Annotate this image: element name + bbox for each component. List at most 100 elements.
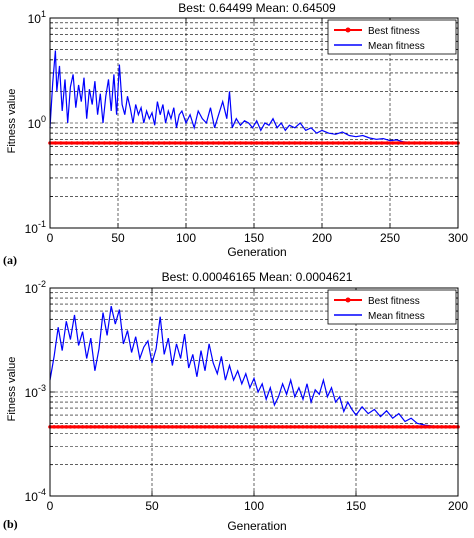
best-fitness-marker — [133, 425, 138, 429]
best-fitness-marker — [276, 141, 281, 145]
best-fitness-marker — [113, 141, 118, 145]
y-tick-label: 100 — [28, 114, 46, 131]
best-fitness-marker — [108, 141, 112, 145]
best-fitness-marker — [248, 425, 252, 429]
best-fitness-marker — [182, 425, 187, 429]
best-fitness-marker — [239, 425, 244, 429]
panel-label: (b) — [3, 517, 18, 531]
panel-label: (a) — [3, 253, 17, 267]
x-tick-label: 150 — [244, 231, 264, 245]
chart-title: Best: 0.64499 Mean: 0.64509 — [178, 1, 336, 15]
x-tick-label: 100 — [244, 499, 264, 513]
legend-label-mean-fitness: Mean fitness — [368, 311, 425, 322]
best-fitness-marker — [264, 425, 269, 429]
x-axis-label: Generation — [227, 245, 286, 259]
best-fitness-marker — [347, 141, 352, 145]
x-tick-label: 100 — [176, 231, 196, 245]
best-fitness-marker — [140, 141, 145, 145]
best-fitness-marker — [303, 141, 308, 145]
best-fitness-marker — [395, 425, 399, 429]
best-fitness-marker — [386, 425, 391, 429]
best-fitness-marker — [445, 141, 449, 145]
best-fitness-marker — [158, 425, 162, 429]
best-fitness-marker — [205, 141, 210, 145]
best-fitness-marker — [411, 425, 415, 429]
best-fitness-marker — [450, 141, 455, 145]
best-fitness-marker — [448, 425, 452, 429]
best-fitness-marker — [178, 425, 183, 429]
best-fitness-marker — [80, 141, 85, 145]
plot-area: 0 50 100 150 200 10-4 10-3 10-2 Best fitness Mean… — [25, 279, 469, 513]
best-fitness-marker — [238, 141, 243, 145]
best-fitness-marker — [336, 141, 341, 145]
best-fitness-marker — [298, 141, 303, 145]
best-fitness-marker — [252, 425, 256, 429]
best-fitness-marker — [117, 425, 122, 429]
best-fitness-marker — [358, 425, 362, 429]
legend-marker-best-fitness — [345, 27, 351, 33]
best-fitness-marker — [59, 141, 63, 145]
best-fitness-marker — [174, 425, 179, 429]
best-fitness-marker — [305, 425, 309, 429]
best-fitness-marker — [370, 425, 375, 429]
y-axis-label: Fitness value — [6, 357, 18, 422]
best-fitness-marker — [186, 425, 191, 429]
y-tick-label: 10-4 — [25, 487, 46, 504]
chart-panel-b: Best: 0.00046165 Mean: 0.0004621 Fitness… — [3, 270, 468, 533]
best-fitness-marker — [382, 425, 387, 429]
x-tick-label: 300 — [448, 231, 468, 245]
best-fitness-marker — [121, 425, 126, 429]
best-fitness-marker — [199, 425, 203, 429]
best-fitness-marker — [137, 425, 142, 429]
best-fitness-marker — [401, 141, 406, 145]
best-fitness-marker — [313, 425, 318, 429]
best-fitness-marker — [435, 425, 440, 429]
best-fitness-marker — [297, 425, 301, 429]
best-fitness-marker — [216, 141, 221, 145]
best-fitness-marker — [366, 425, 371, 429]
axes-frame — [49, 287, 459, 497]
best-fitness-marker — [301, 425, 305, 429]
best-fitness-marker — [118, 141, 123, 145]
best-fitness-marker — [72, 425, 77, 429]
best-fitness-marker — [231, 425, 236, 429]
best-fitness-marker — [314, 141, 319, 145]
series-line-mean-fitness — [49, 50, 459, 144]
best-fitness-marker — [309, 141, 313, 145]
best-fitness-marker — [173, 141, 177, 145]
chart-title: Best: 0.00046165 Mean: 0.0004621 — [162, 270, 353, 284]
legend-label-mean-fitness: Mean fitness — [368, 41, 425, 52]
best-fitness-marker — [124, 141, 128, 145]
best-fitness-marker — [191, 425, 195, 429]
best-fitness-marker — [374, 141, 379, 145]
best-fitness-marker — [203, 425, 207, 429]
best-fitness-marker — [385, 141, 390, 145]
best-fitness-marker — [154, 425, 158, 429]
best-fitness-marker — [271, 141, 275, 145]
best-fitness-marker — [109, 425, 113, 429]
best-fitness-marker — [325, 141, 330, 145]
legend-box — [327, 289, 457, 325]
x-tick-label: 0 — [47, 231, 54, 245]
best-fitness-marker — [64, 141, 69, 145]
best-fitness-marker — [102, 141, 107, 145]
best-fitness-marker — [129, 425, 134, 429]
best-fitness-marker — [333, 425, 338, 429]
best-fitness-marker — [427, 425, 432, 429]
best-fitness-marker — [434, 141, 439, 145]
best-fitness-marker — [69, 141, 74, 145]
best-fitness-marker — [265, 141, 270, 145]
best-fitness-marker — [189, 141, 194, 145]
y-tick-label: 101 — [28, 9, 46, 26]
best-fitness-marker — [287, 141, 292, 145]
best-fitness-marker — [423, 141, 428, 145]
best-fitness-marker — [105, 425, 109, 429]
best-fitness-marker — [68, 425, 73, 429]
best-fitness-marker — [170, 425, 175, 429]
best-fitness-marker — [276, 425, 281, 429]
best-fitness-marker — [282, 141, 286, 145]
x-tick-label: 250 — [380, 231, 400, 245]
legend-label-best-fitness: Best fitness — [368, 296, 420, 307]
best-fitness-marker — [157, 141, 161, 145]
